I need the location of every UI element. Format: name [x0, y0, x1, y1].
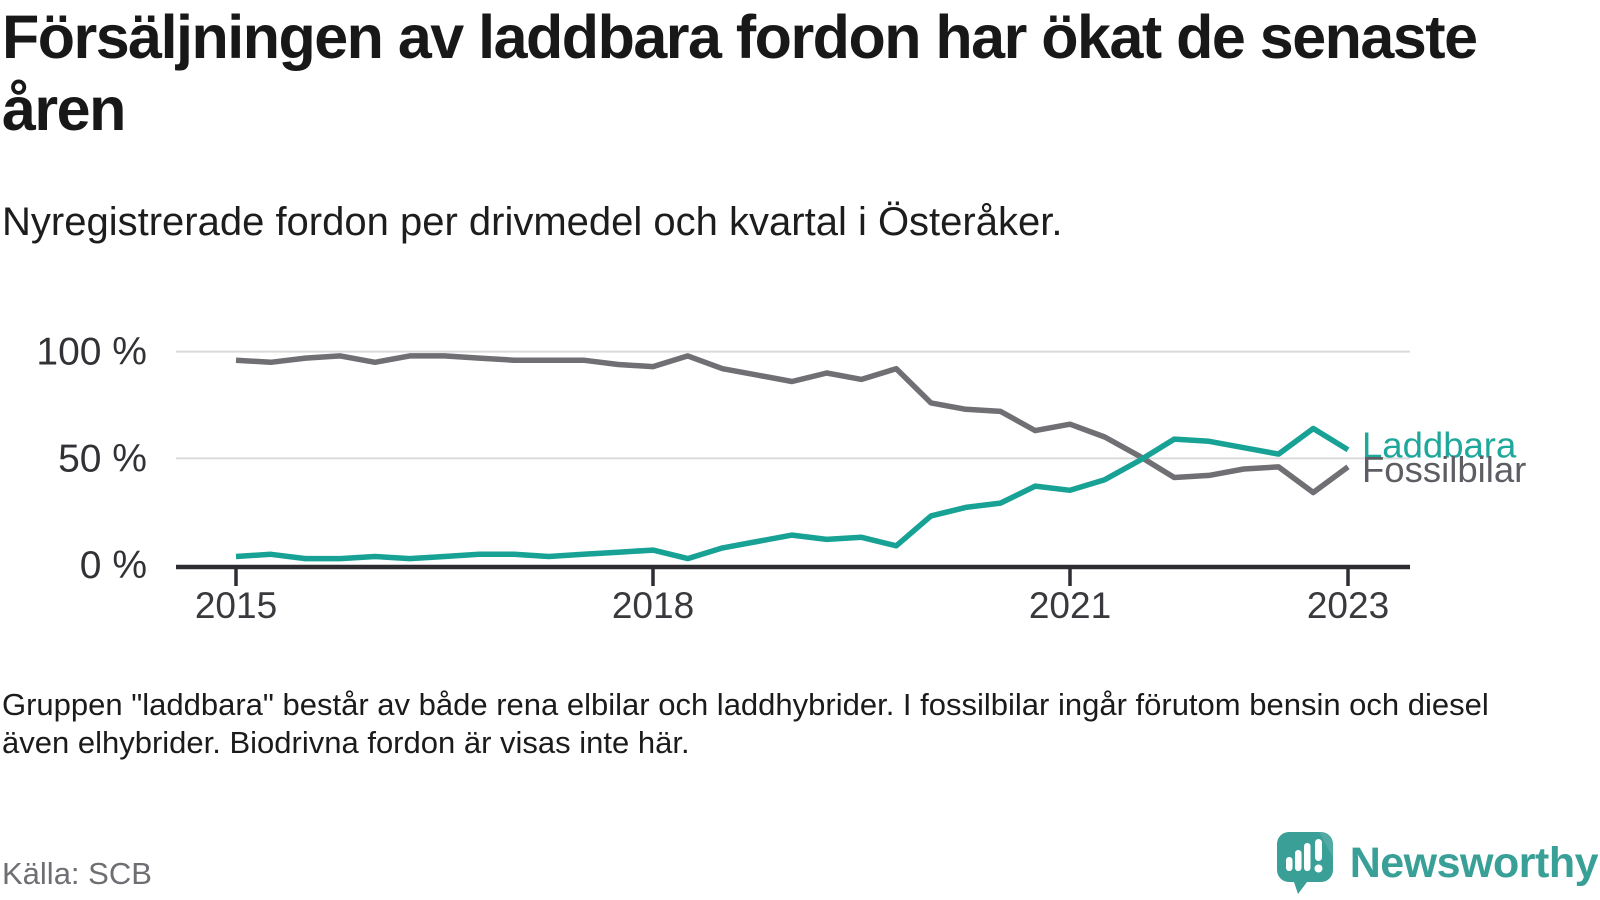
x-tick-label-2021: 2021: [1029, 585, 1111, 626]
y-tick-label-100: 100 %: [36, 331, 147, 374]
footnote: Gruppen "laddbara" består av både rena e…: [2, 687, 1489, 761]
x-tick-label-2018: 2018: [612, 585, 694, 626]
newsworthy-wordmark: Newsworthy: [1349, 838, 1599, 887]
series-label-fossilbilar: Fossilbilar: [1362, 449, 1526, 490]
exclamation-dot: [1314, 864, 1323, 873]
chart-title: Försäljningen av laddbara fordon har öka…: [2, 3, 1478, 143]
bar-small: [1285, 857, 1293, 871]
bubble-highlight: [1318, 832, 1333, 858]
x-tick-label-2023: 2023: [1307, 585, 1389, 626]
source-label: Källa: SCB: [2, 856, 152, 891]
bar-tall: [1303, 843, 1311, 871]
series-line-fossilbilar: [235, 353, 1350, 496]
newsworthy-icon: [1276, 832, 1333, 894]
series-label-laddbara: Laddbara: [1362, 424, 1517, 465]
newsworthy-logo: Newsworthy: [1276, 832, 1599, 894]
chart-subtitle: Nyregistrerade fordon per drivmedel och …: [2, 200, 1063, 244]
exclamation-bar: [1314, 839, 1322, 861]
y-tick-label-50: 50 %: [58, 437, 147, 480]
y-tick-label-0: 0 %: [80, 544, 147, 587]
x-tick-label-2015: 2015: [195, 585, 277, 626]
bar-medium: [1294, 850, 1302, 871]
series-line-laddbara: [235, 425, 1350, 562]
